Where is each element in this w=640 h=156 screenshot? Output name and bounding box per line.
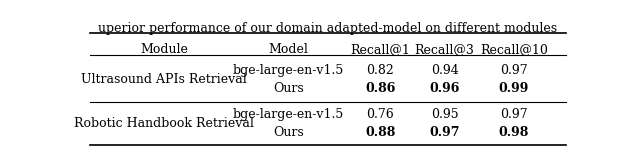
- Text: Ours: Ours: [273, 126, 304, 139]
- Text: Recall@3: Recall@3: [415, 43, 474, 56]
- Text: 0.76: 0.76: [366, 108, 394, 121]
- Text: 0.88: 0.88: [365, 126, 396, 139]
- Text: Recall@1: Recall@1: [350, 43, 410, 56]
- Text: Ours: Ours: [273, 83, 304, 95]
- Text: 0.97: 0.97: [500, 64, 528, 78]
- Text: Robotic Handbook Retrieval: Robotic Handbook Retrieval: [74, 117, 254, 130]
- Text: Ultrasound APIs Retrieval: Ultrasound APIs Retrieval: [81, 73, 247, 86]
- Text: 0.95: 0.95: [431, 108, 458, 121]
- Text: 0.97: 0.97: [500, 108, 528, 121]
- Text: bge-large-en-v1.5: bge-large-en-v1.5: [233, 108, 344, 121]
- Text: bge-large-en-v1.5: bge-large-en-v1.5: [233, 64, 344, 78]
- Text: Model: Model: [268, 43, 308, 56]
- Text: uperior performance of our domain adapted-model on different modules: uperior performance of our domain adapte…: [99, 22, 557, 35]
- Text: Module: Module: [140, 43, 188, 56]
- Text: 0.96: 0.96: [429, 83, 460, 95]
- Text: 0.97: 0.97: [429, 126, 460, 139]
- Text: 0.82: 0.82: [366, 64, 394, 78]
- Text: 0.86: 0.86: [365, 83, 396, 95]
- Text: Recall@10: Recall@10: [480, 43, 548, 56]
- Text: 0.94: 0.94: [431, 64, 458, 78]
- Text: 0.99: 0.99: [499, 83, 529, 95]
- Text: 0.98: 0.98: [499, 126, 529, 139]
